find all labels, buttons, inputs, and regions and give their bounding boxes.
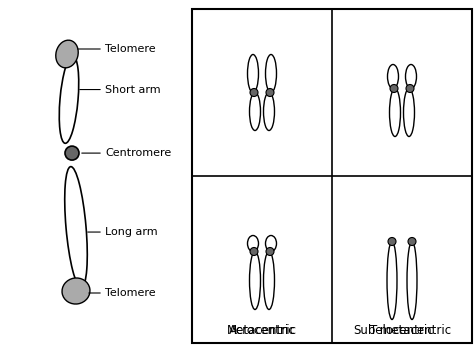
Text: Acrocentric: Acrocentric <box>228 324 295 337</box>
Circle shape <box>65 146 79 160</box>
Ellipse shape <box>388 65 399 88</box>
Circle shape <box>408 238 416 245</box>
Circle shape <box>250 247 258 256</box>
Text: Short arm: Short arm <box>105 85 161 94</box>
Text: Metacentric: Metacentric <box>227 324 297 337</box>
Circle shape <box>406 85 414 93</box>
Ellipse shape <box>249 93 261 131</box>
Circle shape <box>266 88 274 97</box>
Ellipse shape <box>65 167 87 287</box>
Bar <box>192 9 472 343</box>
Ellipse shape <box>62 278 90 304</box>
Circle shape <box>250 88 258 97</box>
Ellipse shape <box>247 54 258 93</box>
Ellipse shape <box>56 40 78 68</box>
Ellipse shape <box>264 93 274 131</box>
Ellipse shape <box>390 88 401 137</box>
Circle shape <box>390 85 398 93</box>
Text: Telomere: Telomere <box>105 288 155 298</box>
Ellipse shape <box>265 54 276 93</box>
Text: Telocentric: Telocentric <box>370 324 434 337</box>
Ellipse shape <box>247 236 258 252</box>
Ellipse shape <box>407 241 417 319</box>
Ellipse shape <box>403 88 414 137</box>
Ellipse shape <box>59 56 79 143</box>
Text: Telomere: Telomere <box>105 44 155 54</box>
Text: Long arm: Long arm <box>105 227 158 237</box>
Circle shape <box>266 247 274 256</box>
Ellipse shape <box>264 252 274 310</box>
Ellipse shape <box>405 65 417 88</box>
Ellipse shape <box>387 241 397 319</box>
Ellipse shape <box>249 252 261 310</box>
Text: Sub-metacentric: Sub-metacentric <box>353 324 451 337</box>
Circle shape <box>388 238 396 245</box>
Text: Centromere: Centromere <box>105 148 171 158</box>
Ellipse shape <box>265 236 276 252</box>
